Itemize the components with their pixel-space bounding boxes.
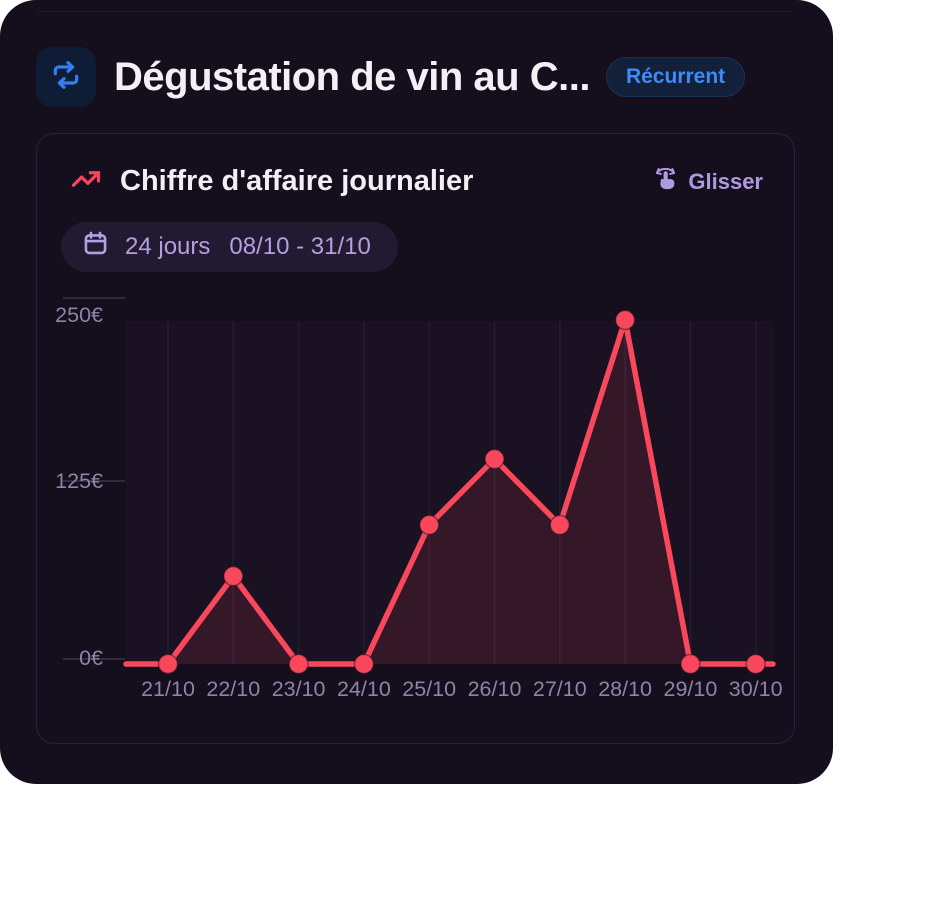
y-axis: 0€ 125€ 250€ <box>55 297 125 670</box>
series-line <box>123 317 776 667</box>
chart-title: Chiffre d'affaire journalier <box>120 165 474 197</box>
drag-hint-label: Glisser <box>688 168 763 194</box>
svg-text:30/10: 30/10 <box>729 677 782 701</box>
svg-text:24/10: 24/10 <box>337 677 391 701</box>
repeat-icon <box>50 59 82 96</box>
revenue-chart-card: Chiffre d'affaire journalier Glisser <box>36 133 795 744</box>
date-duration: 24 jours <box>125 233 211 260</box>
series-points <box>157 309 766 675</box>
recurring-event-button[interactable] <box>36 47 96 107</box>
svg-text:28/10: 28/10 <box>598 677 652 701</box>
drag-hint: Glisser <box>652 165 763 198</box>
svg-text:21/10: 21/10 <box>141 677 195 701</box>
svg-text:29/10: 29/10 <box>663 677 717 701</box>
x-axis: 21/10 22/10 23/10 24/10 25/10 26/10 27/10 28/10… <box>141 677 782 701</box>
svg-text:125€: 125€ <box>55 469 103 493</box>
panel-header: Dégustation de vin au C... Récurrent <box>36 47 797 107</box>
svg-text:250€: 250€ <box>55 303 103 327</box>
chart-card-header: Chiffre d'affaire journalier Glisser <box>71 164 763 199</box>
page-title: Dégustation de vin au C... <box>114 54 590 99</box>
svg-text:22/10: 22/10 <box>206 677 260 701</box>
calendar-icon <box>82 230 109 264</box>
svg-text:0€: 0€ <box>79 646 103 670</box>
gridlines <box>167 321 757 664</box>
event-panel: Dégustation de vin au C... Récurrent Chi… <box>0 0 833 784</box>
series-area <box>126 320 773 664</box>
svg-text:27/10: 27/10 <box>533 677 587 701</box>
trending-up-icon <box>71 164 101 199</box>
svg-text:23/10: 23/10 <box>272 677 326 701</box>
recurrent-badge: Récurrent <box>605 57 746 97</box>
date-range: 08/10 - 31/10 <box>229 233 371 260</box>
svg-text:25/10: 25/10 <box>402 677 456 701</box>
revenue-chart[interactable]: 0€ 125€ 250€ 21/10 22/10 23/10 24/10 25/10 26/10… <box>37 286 782 710</box>
date-range-pill[interactable]: 24 jours 08/10 - 31/10 <box>61 222 398 272</box>
svg-text:26/10: 26/10 <box>468 677 522 701</box>
swipe-hand-icon <box>652 165 679 198</box>
top-divider <box>36 11 793 12</box>
